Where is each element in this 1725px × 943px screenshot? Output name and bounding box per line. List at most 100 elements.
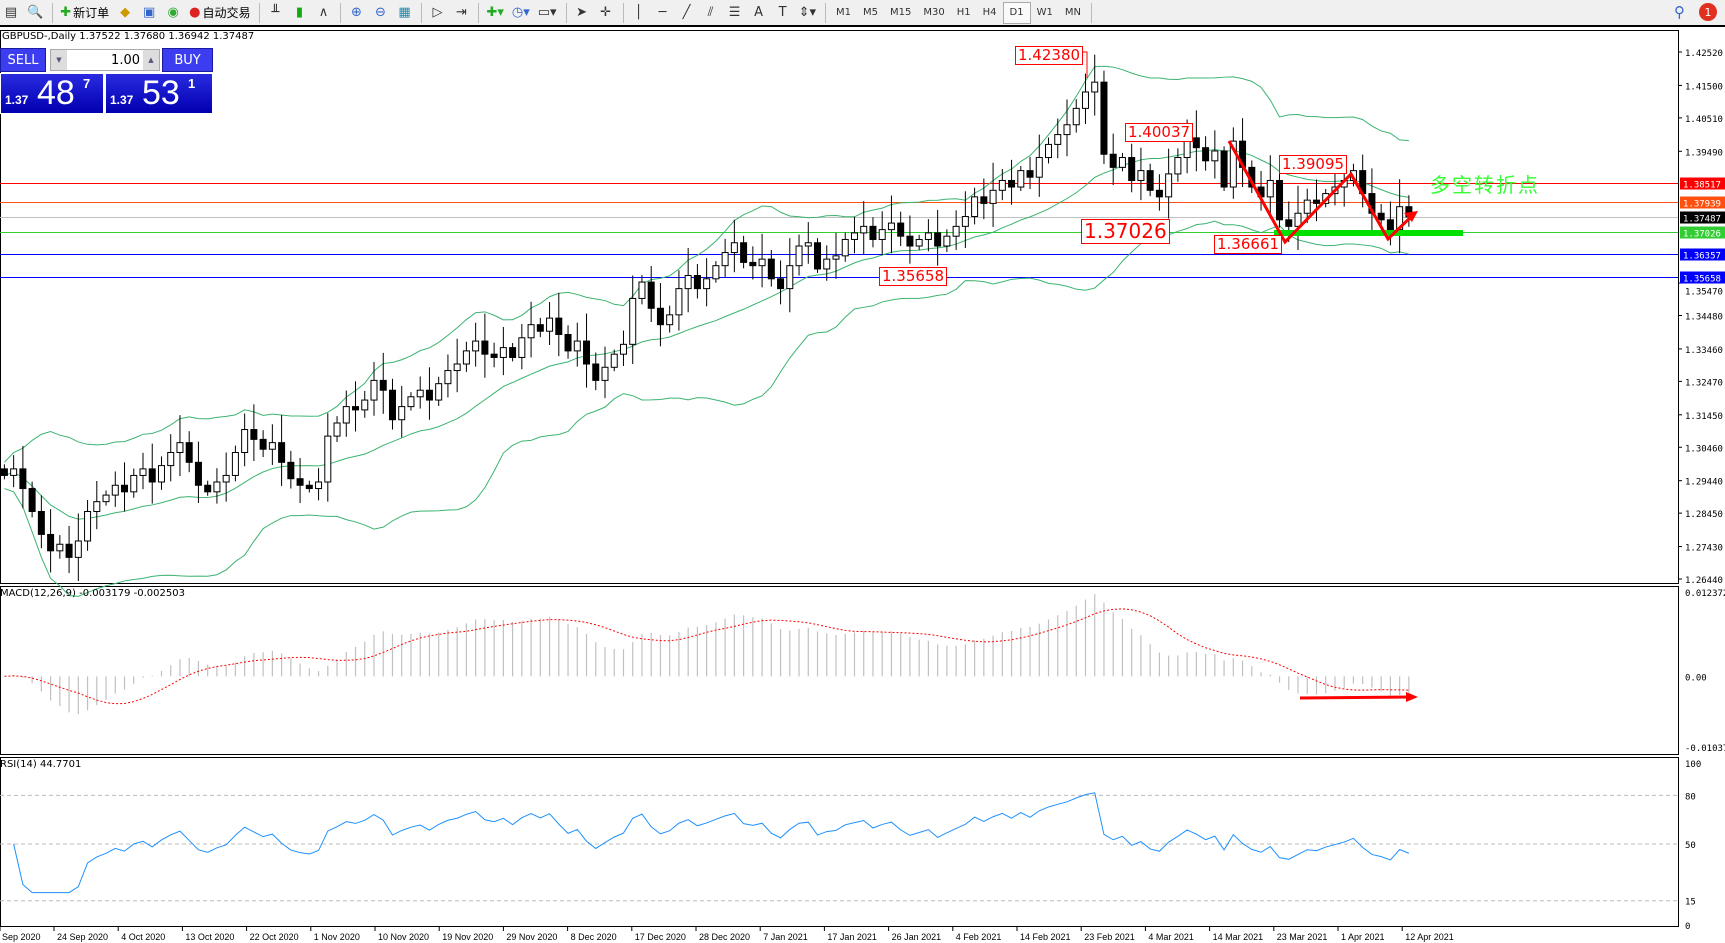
candle-bear xyxy=(777,278,785,290)
candle-bear xyxy=(37,510,45,535)
candle-bear xyxy=(814,242,822,270)
macd-axis-label: -0.010374 xyxy=(1685,744,1725,754)
candlestick-icon[interactable]: ▮ xyxy=(295,5,304,20)
tf-mn[interactable]: MN xyxy=(1064,7,1081,18)
chart-shift-icon[interactable]: ⇥ xyxy=(456,5,467,20)
rsi-axis-label: 100 xyxy=(1685,760,1701,770)
time-tick-label: 28 Dec 2020 xyxy=(699,932,750,942)
bar-chart-icon[interactable]: ╨ xyxy=(271,5,280,20)
candle-bull xyxy=(610,353,618,368)
candle-bear xyxy=(592,363,600,381)
annotation-high[interactable]: 1.42380 xyxy=(1015,46,1084,65)
navigator-icon[interactable]: ▣ xyxy=(142,5,156,20)
candle-bull xyxy=(167,451,175,467)
candle-bull xyxy=(684,275,692,290)
candle-bull xyxy=(1137,170,1145,181)
zoom-out-icon[interactable]: ⊖ xyxy=(375,5,386,20)
macd-signal-line xyxy=(4,608,1409,705)
buy-price[interactable]: 1.37 53 1 xyxy=(105,73,213,114)
arrows-icon[interactable]: ⇕▾ xyxy=(798,5,816,20)
fibonacci-icon[interactable]: ☰ xyxy=(728,5,741,20)
indicators-icon[interactable]: ✚▾ xyxy=(486,5,504,20)
auto-trading-button[interactable]: ● 自动交易 xyxy=(186,2,253,24)
notification-badge[interactable]: 1 xyxy=(1699,3,1717,21)
candle-bull xyxy=(453,363,461,372)
time-tick-label: 4 Oct 2020 xyxy=(121,932,165,942)
candle-bull xyxy=(398,406,406,421)
search-icon[interactable]: ⚲ xyxy=(1674,3,1685,21)
time-tick-label: 23 Mar 2021 xyxy=(1277,932,1328,942)
channel-icon[interactable]: ⫽ xyxy=(707,5,714,20)
line-chart-icon[interactable]: ∧ xyxy=(318,5,329,20)
tf-h1[interactable]: H1 xyxy=(956,7,971,18)
sell-price[interactable]: 1.37 48 7 xyxy=(0,73,104,114)
annotation-1-35658[interactable]: 1.35658 xyxy=(879,267,948,286)
auto-scroll-icon[interactable]: ▷ xyxy=(432,5,443,20)
macd-arrow-head xyxy=(1406,692,1418,702)
zoom-in-icon[interactable]: ⊕ xyxy=(351,5,362,20)
annotation-1-36661[interactable]: 1.36661 xyxy=(1214,235,1283,254)
candle-bear xyxy=(767,258,775,280)
text-icon[interactable]: A xyxy=(754,5,764,20)
divider xyxy=(52,2,54,23)
candle-bear xyxy=(259,438,267,450)
chart-icon[interactable]: ▤ xyxy=(4,5,18,20)
tf-w1[interactable]: W1 xyxy=(1036,7,1053,18)
arrow-head xyxy=(1404,211,1418,222)
sell-button[interactable]: SELL xyxy=(0,48,46,72)
candle-bull xyxy=(1017,170,1025,188)
cursor-icon[interactable]: ➤ xyxy=(576,5,588,20)
candle-bull xyxy=(924,232,932,240)
templates-icon[interactable]: ▭▾ xyxy=(537,5,557,20)
candle-bull xyxy=(721,252,729,267)
annotation-support[interactable]: 1.37026 xyxy=(1081,219,1170,244)
new-order-button[interactable]: ✚ 新订单 xyxy=(57,2,112,24)
candle-bull xyxy=(130,474,138,493)
candle-bull xyxy=(222,474,230,483)
candle-bull xyxy=(703,278,711,290)
candle-bull xyxy=(1081,91,1089,109)
candle-bear xyxy=(1276,179,1284,221)
candle-bear xyxy=(490,353,498,358)
trendline-icon[interactable]: ╱ xyxy=(682,5,691,20)
lot-stepper[interactable]: ▼ 1.00 ▲ xyxy=(50,49,160,71)
pivot-point-text[interactable]: 多空转折点 xyxy=(1430,173,1540,197)
text-label-icon[interactable]: T xyxy=(778,5,787,20)
lot-input[interactable]: 1.00 xyxy=(111,52,140,68)
tf-m30[interactable]: M30 xyxy=(923,7,945,18)
tf-m15[interactable]: M15 xyxy=(890,7,912,18)
price-tick-label: 1.30460 xyxy=(1685,444,1723,454)
tf-m1[interactable]: M1 xyxy=(836,7,851,18)
divider xyxy=(825,2,826,23)
candle-bull xyxy=(342,406,350,424)
candle-bull xyxy=(1118,157,1126,168)
candle-bull xyxy=(1054,134,1062,145)
metaeditor-icon[interactable]: ◆ xyxy=(120,5,131,20)
tile-windows-icon[interactable]: ▦ xyxy=(398,5,411,20)
candle-bull xyxy=(961,216,969,227)
annotation-1-39095[interactable]: 1.39095 xyxy=(1279,155,1348,174)
vertical-line-icon[interactable]: │ xyxy=(634,5,643,20)
rsi-line xyxy=(13,792,1410,894)
buy-button[interactable]: BUY xyxy=(162,48,213,72)
panel-frame xyxy=(0,757,1679,927)
price-tick-label: 1.35470 xyxy=(1685,288,1723,298)
price-label: 1.38517 xyxy=(1683,181,1721,191)
zoom-window-icon[interactable]: 🔍 xyxy=(27,5,44,20)
candle-bull xyxy=(231,451,239,476)
tf-m5[interactable]: M5 xyxy=(863,7,878,18)
tf-h4[interactable]: H4 xyxy=(982,7,997,18)
annotation-1-40037[interactable]: 1.40037 xyxy=(1125,123,1194,142)
divider xyxy=(340,2,342,23)
periods-icon[interactable]: ◷▾ xyxy=(511,5,530,20)
increase-lot-icon[interactable]: ▲ xyxy=(143,50,159,70)
horizontal-line-icon[interactable]: ─ xyxy=(658,5,667,20)
candle-bull xyxy=(841,238,849,257)
decrease-lot-icon[interactable]: ▼ xyxy=(51,50,67,70)
crosshair-icon[interactable]: ✛ xyxy=(600,5,612,20)
macd-arrow xyxy=(1299,695,1411,700)
tf-d1[interactable]: D1 xyxy=(1002,1,1031,24)
signals-icon[interactable]: ◉ xyxy=(167,5,179,20)
candle-bear xyxy=(693,275,701,290)
